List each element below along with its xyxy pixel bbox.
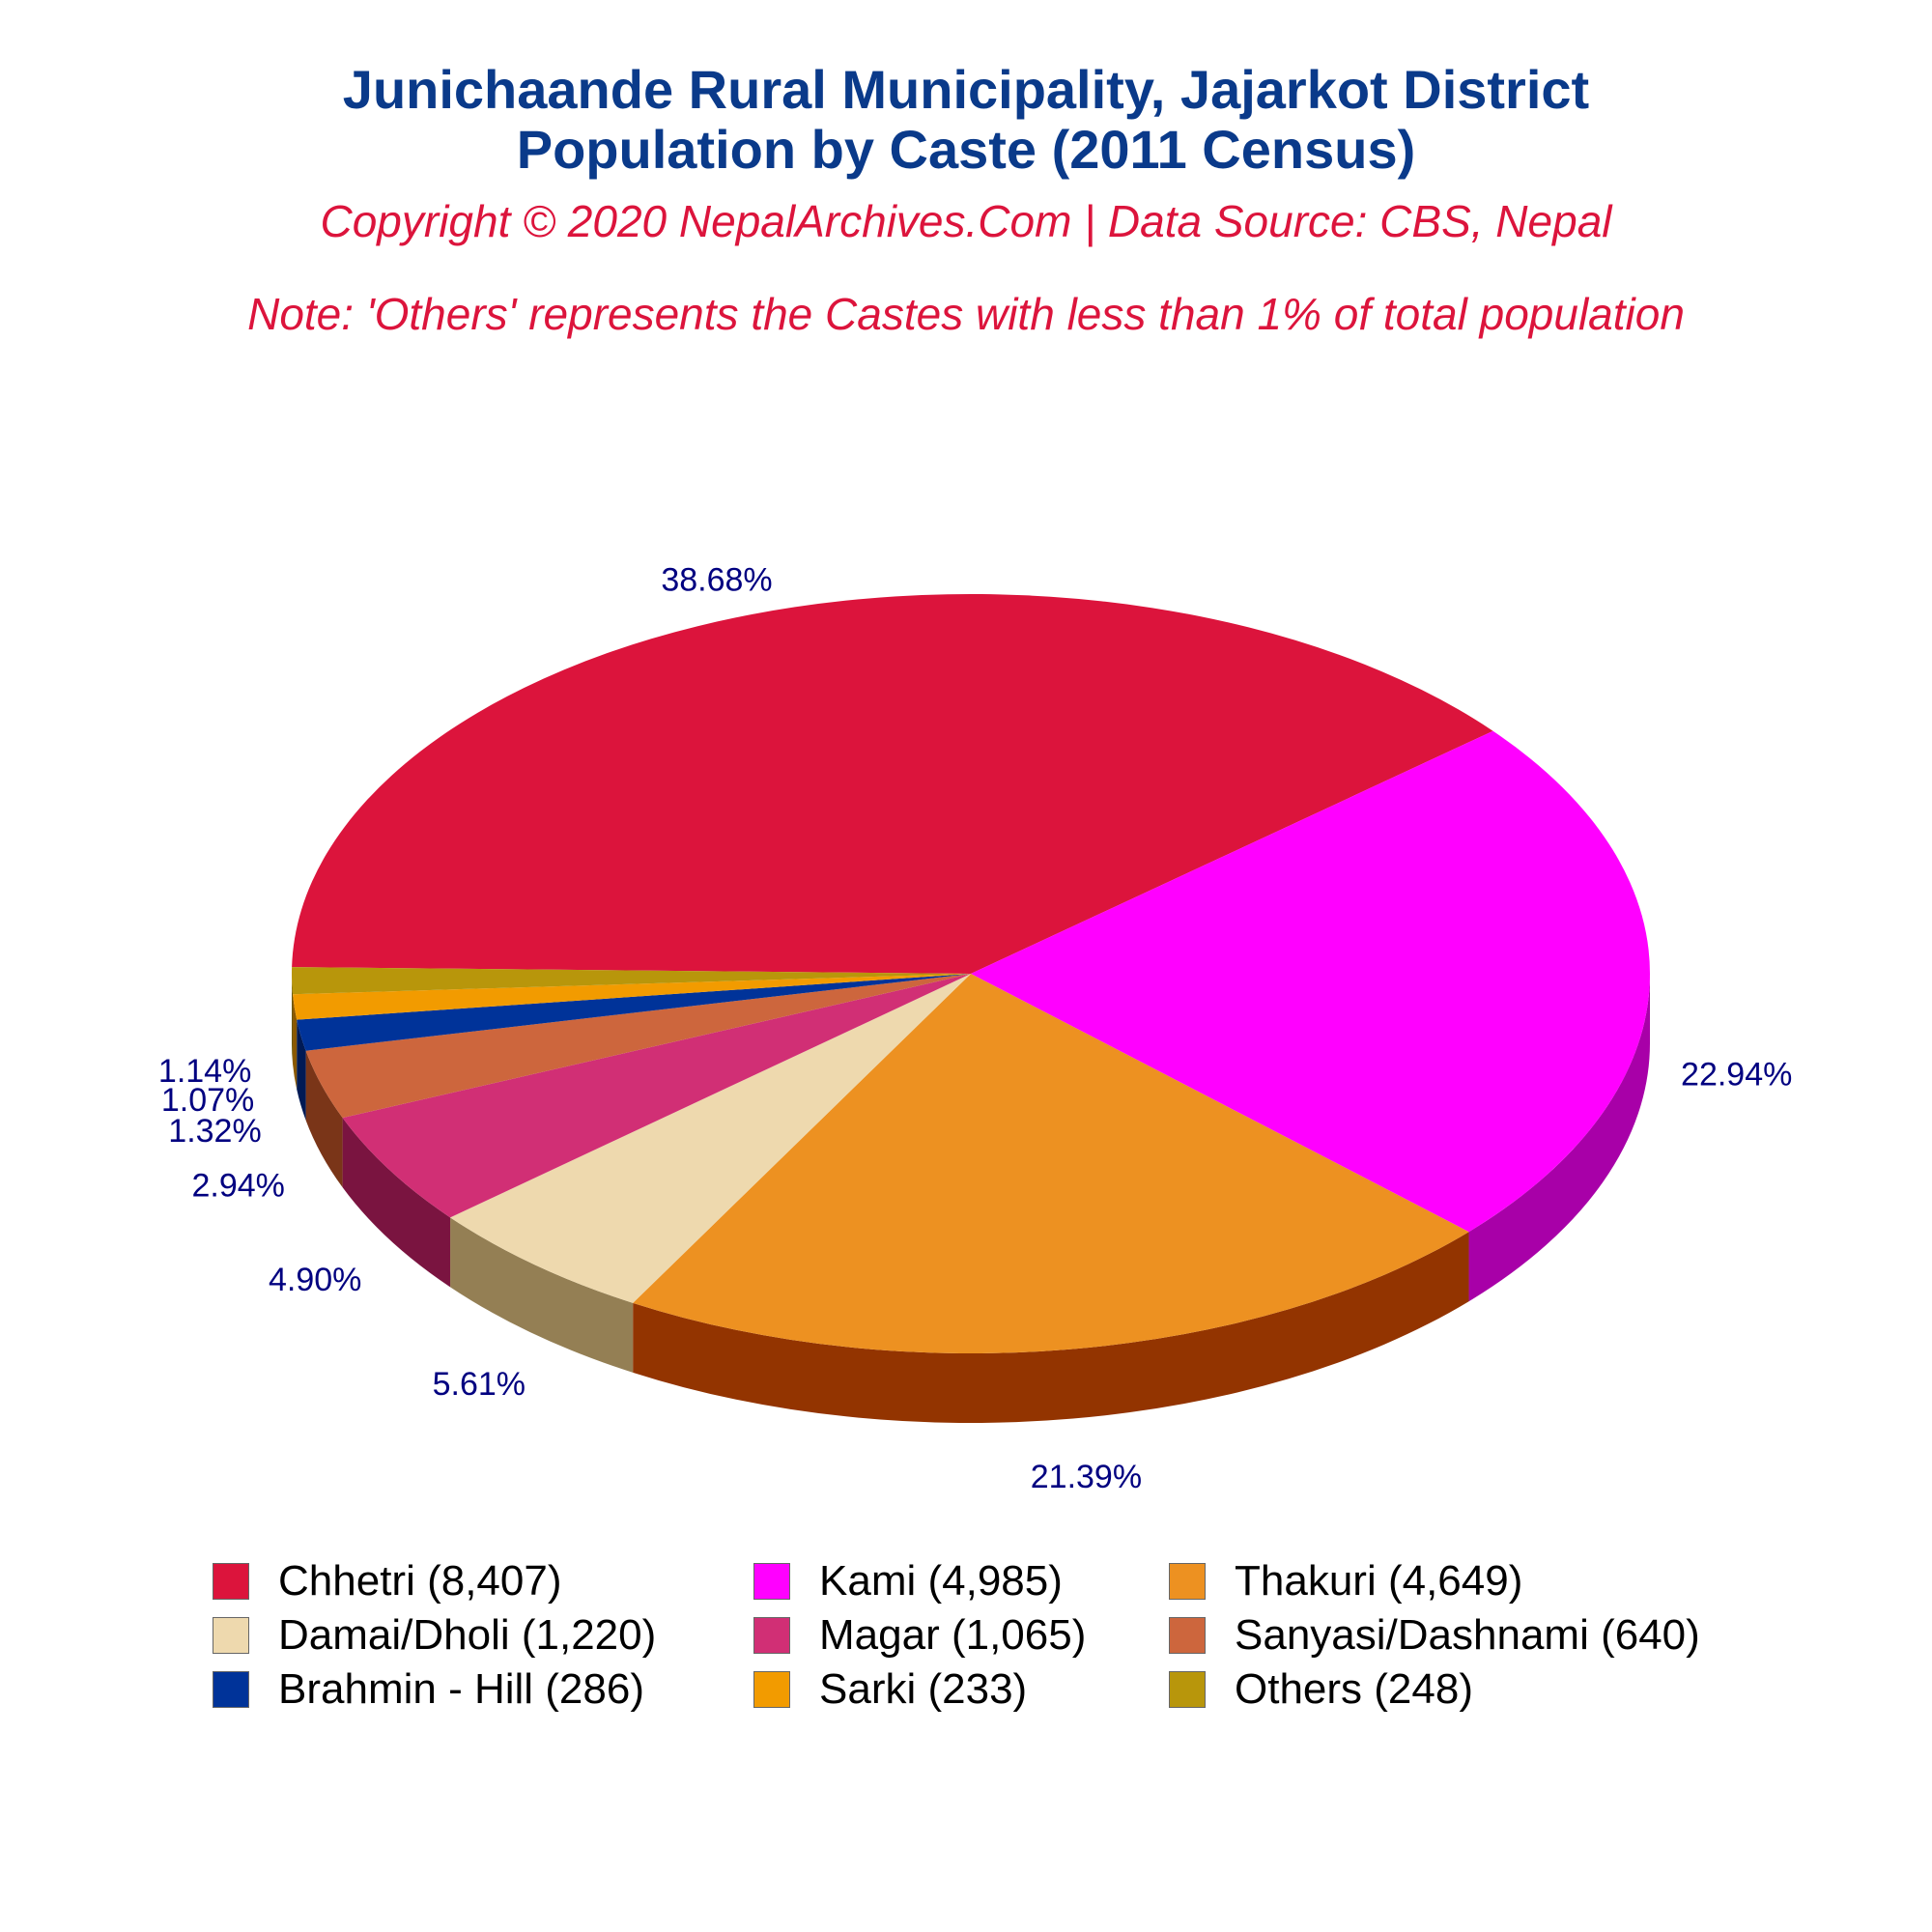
legend-swatch (1169, 1617, 1206, 1654)
legend-item-chhetri: Chhetri (8,407) (213, 1557, 753, 1605)
legend-label: Magar (1,065) (819, 1611, 1087, 1659)
copyright-text: Copyright © 2020 NepalArchives.Com | Dat… (320, 196, 1612, 246)
pie-label-magar: 4.90% (269, 1262, 361, 1298)
chart-title-line1: Junichaande Rural Municipality, Jajarkot… (342, 59, 1590, 120)
pie-side-brahmin-hill (297, 1019, 306, 1121)
legend-label: Sarki (233) (819, 1665, 1028, 1713)
legend-swatch (1169, 1563, 1206, 1600)
pie-slice-brahmin-hill (297, 974, 971, 1051)
legend-item-magar: Magar (1,065) (753, 1611, 1169, 1659)
legend-label: Chhetri (8,407) (278, 1557, 562, 1605)
pie-label-chhetri: 38.68% (661, 562, 772, 599)
pie-label-brahmin-hill: 1.32% (168, 1113, 261, 1150)
legend-item-others: Others (248) (1169, 1665, 1748, 1713)
legend-item-sarki: Sarki (233) (753, 1665, 1169, 1713)
pie-sides (292, 974, 1650, 1423)
pie-slice-kami (971, 730, 1650, 1233)
pie-slice-damai-dholi (450, 974, 971, 1303)
legend-label: Others (248) (1235, 1665, 1473, 1713)
legend-swatch (753, 1617, 790, 1654)
legend-label: Sanyasi/Dashnami (640) (1235, 1611, 1700, 1659)
chart-title-line2: Population by Caste (2011 Census) (516, 119, 1416, 180)
legend-swatch (213, 1563, 249, 1600)
legend: Chhetri (8,407) Kami (4,985) Thakuri (4,64… (213, 1557, 1748, 1713)
pie-slice-thakuri (633, 974, 1469, 1354)
legend-label: Damai/Dholi (1,220) (278, 1611, 657, 1659)
pie-side-kami (1468, 974, 1650, 1302)
chart-header: Junichaande Rural Municipality, Jajarkot… (0, 60, 1932, 340)
note-text: Note: 'Others' represents the Castes wit… (247, 289, 1685, 339)
legend-item-damai-dholi: Damai/Dholi (1,220) (213, 1611, 753, 1659)
pie-label-sanyasi-dashnami: 2.94% (191, 1168, 284, 1205)
pie-side-sanyasi-dashnami (305, 1050, 343, 1188)
pie-side-others (292, 974, 294, 1065)
pie-side-magar (342, 1118, 451, 1288)
legend-item-thakuri: Thakuri (4,649) (1169, 1557, 1748, 1605)
legend-swatch (213, 1617, 249, 1654)
pie-side-damai-dholi (450, 1217, 634, 1373)
pie-slice-others (292, 967, 971, 995)
legend-label: Brahmin - Hill (286) (278, 1665, 644, 1713)
legend-item-brahmin-hill: Brahmin - Hill (286) (213, 1665, 753, 1713)
legend-swatch (1169, 1671, 1206, 1708)
legend-item-kami: Kami (4,985) (753, 1557, 1169, 1605)
pie-slices (292, 593, 1650, 1354)
legend-label: Thakuri (4,649) (1235, 1557, 1523, 1605)
legend-label: Kami (4,985) (819, 1557, 1063, 1605)
pie-side-sarki (293, 994, 298, 1090)
pie-label-others: 1.14% (158, 1053, 251, 1090)
legend-item-sanyasi-dashnami: Sanyasi/Dashnami (640) (1169, 1611, 1748, 1659)
pie-label-damai-dholi: 5.61% (433, 1366, 526, 1403)
legend-swatch (213, 1671, 249, 1708)
pie-slice-sanyasi-dashnami (305, 974, 972, 1119)
pie-label-sarki: 1.07% (161, 1082, 254, 1119)
legend-swatch (753, 1671, 790, 1708)
legend-swatch (753, 1563, 790, 1600)
pie-label-thakuri: 21.39% (1031, 1459, 1142, 1495)
pie-slice-sarki (293, 974, 971, 1020)
pie-slice-chhetri (292, 593, 1493, 974)
pie-side-thakuri (633, 1232, 1469, 1423)
pie-labels: 38.68%22.94%21.39%5.61%4.90%2.94%1.32%1.… (158, 562, 1792, 1496)
pie-slice-magar (342, 974, 971, 1218)
pie-label-kami: 22.94% (1681, 1057, 1792, 1094)
